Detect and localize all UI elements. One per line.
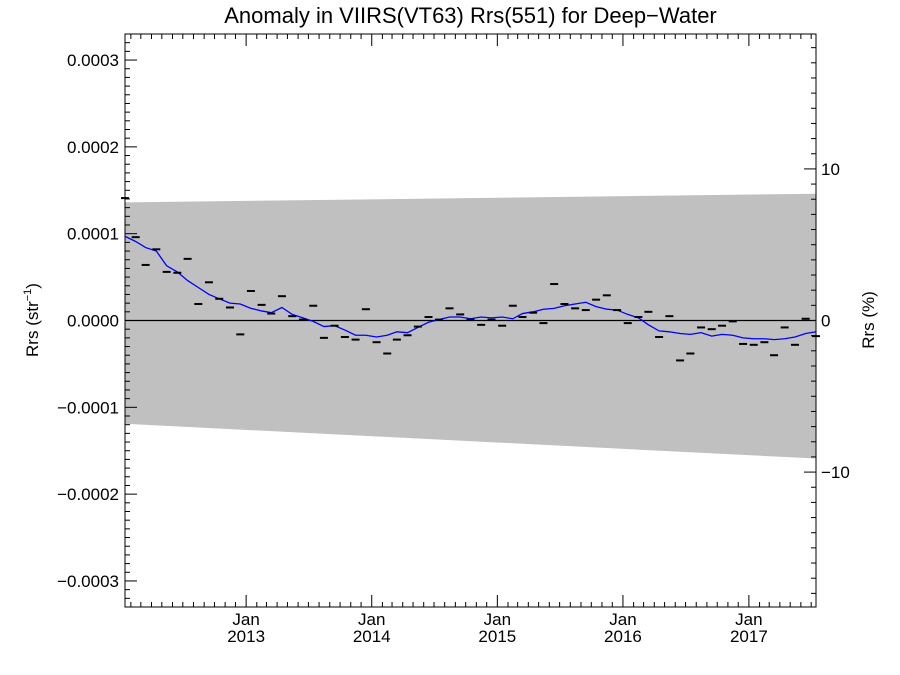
y-axis-label-right: Rrs (%) bbox=[859, 291, 878, 349]
x-tick-month-label: Jan bbox=[609, 610, 636, 629]
x-tick-month-label: Jan bbox=[358, 610, 385, 629]
x-tick-year-label: 2015 bbox=[478, 627, 516, 646]
left-tick-label: 0.0000 bbox=[67, 312, 119, 331]
x-tick-month-label: Jan bbox=[735, 610, 762, 629]
left-tick-label: −0.0003 bbox=[57, 572, 119, 591]
right-tick-label: 0 bbox=[821, 312, 830, 331]
left-tick-label: 0.0001 bbox=[67, 225, 119, 244]
x-tick-month-label: Jan bbox=[484, 610, 511, 629]
right-tick-label: −10 bbox=[821, 463, 850, 482]
uncertainty-band bbox=[125, 193, 816, 459]
x-tick-year-label: 2014 bbox=[353, 627, 391, 646]
x-tick-year-label: 2017 bbox=[730, 627, 768, 646]
x-tick-year-label: 2013 bbox=[227, 627, 265, 646]
left-tick-label: 0.0003 bbox=[67, 51, 119, 70]
x-tick-month-label: Jan bbox=[232, 610, 259, 629]
y-axis-label-left: Rrs (str−1) bbox=[22, 283, 42, 357]
right-tick-label: 10 bbox=[821, 160, 840, 179]
x-tick-year-label: 2016 bbox=[604, 627, 642, 646]
chart-title: Anomaly in VIIRS(VT63) Rrs(551) for Deep… bbox=[224, 3, 717, 28]
left-tick-label: 0.0002 bbox=[67, 138, 119, 157]
left-tick-label: −0.0002 bbox=[57, 485, 119, 504]
left-tick-label: −0.0001 bbox=[57, 398, 119, 417]
